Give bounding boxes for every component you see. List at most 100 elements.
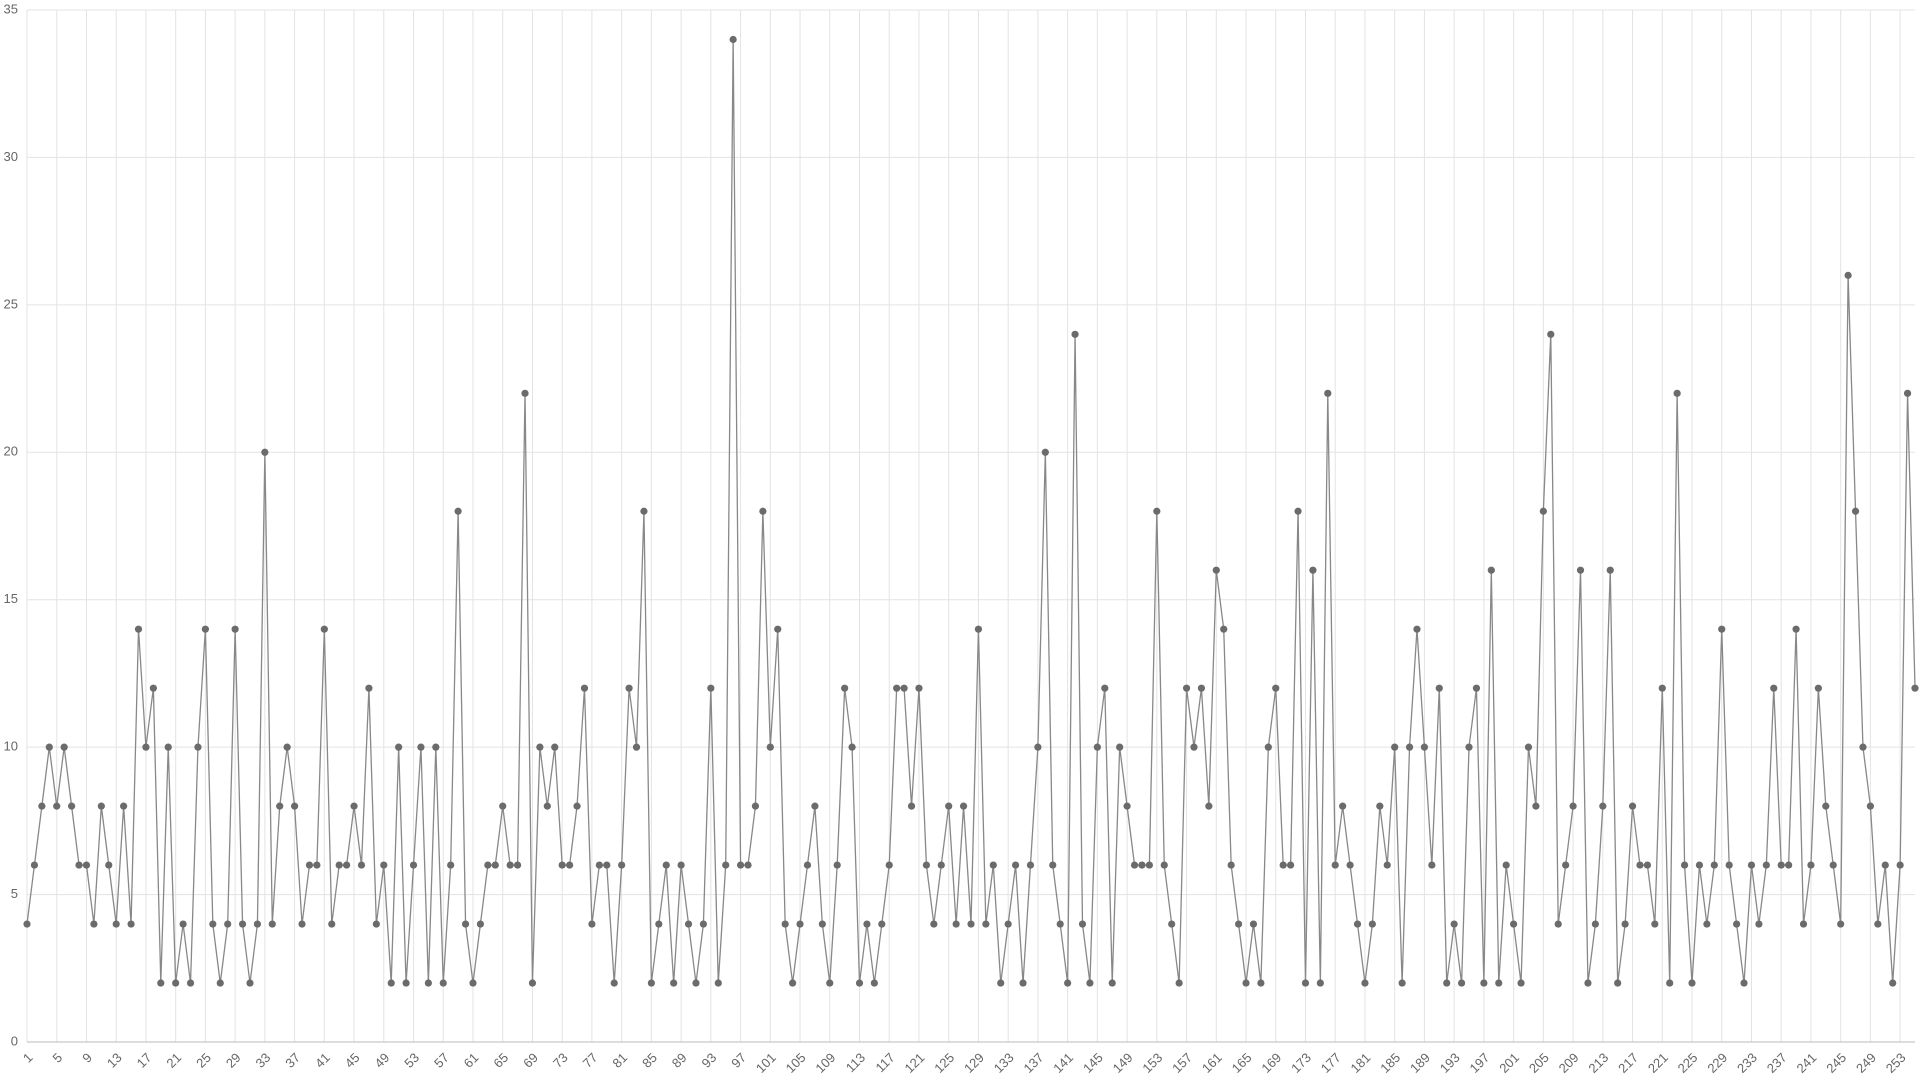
point: [1339, 802, 1347, 810]
point: [476, 920, 485, 928]
point: [1502, 861, 1510, 869]
x-tick-label: 49: [372, 1050, 393, 1071]
point: [1130, 861, 1139, 869]
point: [1688, 979, 1696, 987]
point: [1480, 979, 1488, 987]
point: [610, 979, 618, 987]
point: [1056, 920, 1064, 928]
point: [974, 625, 983, 633]
point: [1554, 920, 1562, 928]
x-tick-label: 25: [193, 1050, 214, 1071]
point: [566, 861, 574, 869]
point: [1770, 684, 1778, 692]
point: [1294, 507, 1302, 515]
point: [595, 861, 603, 869]
x-tick-label: 57: [431, 1050, 452, 1071]
point: [328, 920, 336, 928]
point: [395, 743, 403, 751]
point: [1517, 979, 1525, 987]
point: [231, 625, 239, 633]
point: [157, 979, 165, 987]
point: [625, 684, 633, 692]
point: [372, 920, 380, 928]
x-tick-label: 113: [843, 1050, 868, 1075]
point: [1837, 920, 1845, 928]
y-tick-label: 20: [4, 444, 18, 459]
point: [1398, 979, 1406, 987]
x-tick-label: 217: [1615, 1050, 1641, 1076]
x-tick-label: 209: [1556, 1050, 1582, 1076]
point: [1510, 920, 1518, 928]
x-tick-label: 185: [1377, 1050, 1403, 1076]
point: [209, 920, 217, 928]
line: [26, 39, 1916, 984]
x-tick-label: 105: [783, 1050, 809, 1076]
x-tick-label: 249: [1853, 1050, 1879, 1076]
point: [1903, 389, 1912, 397]
point: [1562, 861, 1570, 869]
point: [714, 979, 722, 987]
point: [268, 920, 276, 928]
x-tick-label: 253: [1883, 1050, 1909, 1076]
point: [1078, 920, 1087, 928]
point: [1465, 743, 1473, 751]
point: [305, 861, 314, 869]
point: [1606, 566, 1614, 574]
point: [855, 979, 864, 987]
point: [179, 920, 187, 928]
point: [1896, 861, 1904, 869]
x-tick-label: 29: [223, 1050, 244, 1071]
point: [1911, 684, 1919, 692]
x-tick-label: 177: [1318, 1050, 1344, 1076]
y-tick-label: 15: [4, 591, 18, 606]
x-tick-label: 229: [1704, 1050, 1730, 1076]
point: [454, 507, 462, 515]
x-tick-label: 93: [699, 1050, 720, 1071]
x-tick-label: 213: [1585, 1050, 1611, 1076]
point: [1859, 743, 1867, 751]
x-tick-label: 81: [609, 1050, 630, 1071]
point: [1249, 920, 1258, 928]
x-tick-label: 33: [253, 1050, 274, 1071]
point: [164, 743, 172, 751]
x-tick-label: 21: [163, 1050, 184, 1071]
point: [915, 684, 923, 692]
point: [224, 920, 232, 928]
point: [848, 743, 856, 751]
point: [387, 979, 395, 987]
point: [1799, 920, 1808, 928]
x-tick-label: 153: [1139, 1050, 1165, 1076]
point: [172, 979, 180, 987]
point: [528, 979, 537, 987]
point: [1376, 802, 1384, 810]
point: [67, 802, 76, 810]
point: [1368, 920, 1376, 928]
point: [1710, 861, 1718, 869]
point: [1524, 743, 1533, 751]
x-tick-label: 157: [1169, 1050, 1195, 1076]
point: [997, 979, 1005, 987]
point: [1160, 861, 1168, 869]
point: [789, 979, 797, 987]
x-tick-label: 237: [1764, 1050, 1790, 1076]
point: [982, 920, 990, 928]
point: [1755, 920, 1763, 928]
point: [692, 979, 700, 987]
point: [1101, 684, 1109, 692]
point: [1034, 743, 1042, 751]
point: [744, 861, 752, 869]
point: [580, 684, 589, 692]
x-tick-label: 13: [104, 1050, 125, 1071]
point: [655, 920, 663, 928]
point: [1264, 743, 1272, 751]
point: [335, 861, 343, 869]
point: [298, 920, 306, 928]
point: [1814, 684, 1822, 692]
point: [1205, 802, 1213, 810]
x-tick-label: 1: [20, 1050, 36, 1066]
point: [1495, 979, 1503, 987]
y-tick-label: 5: [11, 886, 18, 901]
point: [1547, 330, 1555, 338]
point: [402, 979, 410, 987]
point: [1874, 920, 1882, 928]
